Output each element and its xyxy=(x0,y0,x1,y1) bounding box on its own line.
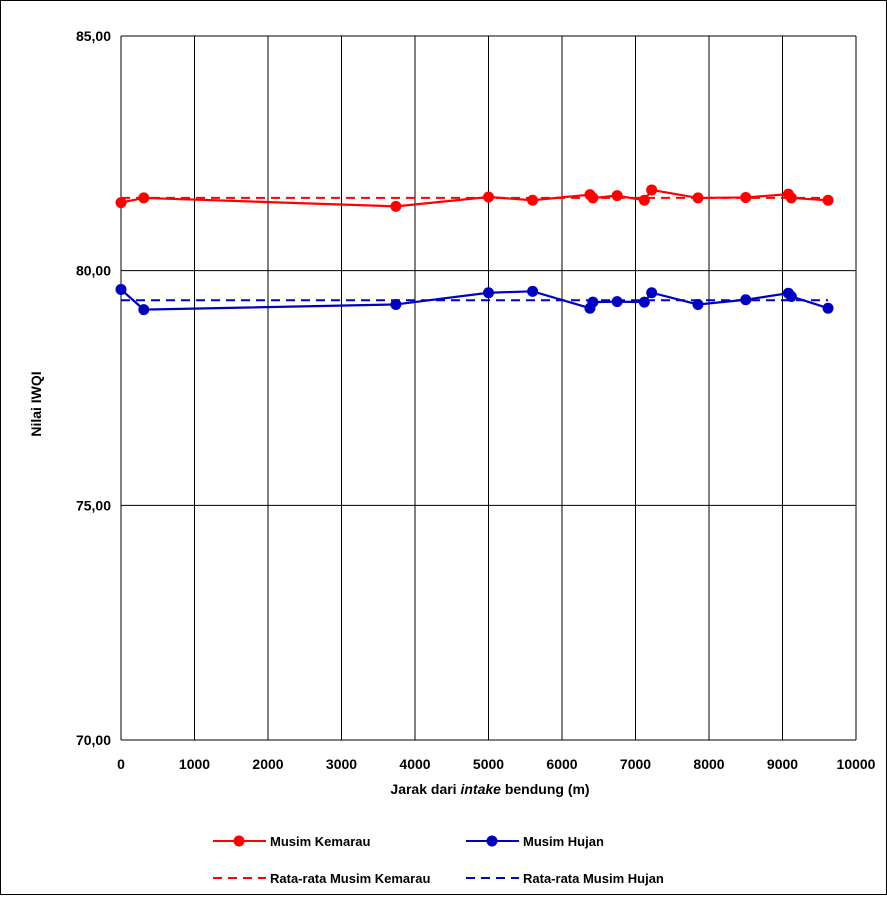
data-point xyxy=(611,296,623,308)
x-tick-label: 9000 xyxy=(767,756,798,772)
data-point xyxy=(740,191,752,203)
data-point xyxy=(611,190,623,202)
data-point xyxy=(646,287,658,299)
data-point xyxy=(822,194,834,206)
data-point xyxy=(527,194,539,206)
y-tick-label: 75,00 xyxy=(76,497,111,513)
x-axis-label-part: Jarak dari xyxy=(390,781,460,797)
x-tick-label: 3000 xyxy=(326,756,357,772)
grid-lines xyxy=(120,35,857,741)
data-point xyxy=(638,296,650,308)
y-tick-label: 80,00 xyxy=(76,263,111,279)
x-tick-label: 5000 xyxy=(473,756,504,772)
x-axis-ticks: 0 1000 2000 3000 4000 5000 6000 7000 8000 9000 100… xyxy=(117,756,876,772)
x-tick-label: 1000 xyxy=(179,756,210,772)
x-tick-label: 4000 xyxy=(399,756,430,772)
data-point xyxy=(692,298,704,310)
data-point xyxy=(390,298,402,310)
data-point xyxy=(390,200,402,212)
legend-label: Musim Kemarau xyxy=(270,834,370,849)
data-point xyxy=(646,184,658,196)
y-tick-label: 70,00 xyxy=(76,732,111,748)
data-point xyxy=(527,285,539,297)
data-point xyxy=(483,287,494,299)
data-point xyxy=(138,304,150,316)
x-tick-label: 10000 xyxy=(837,756,876,772)
x-axis-label-part: intake xyxy=(460,781,501,797)
y-axis-ticks: 85,00 80,00 75,00 70,00 xyxy=(76,28,111,748)
legend-label: Musim Hujan xyxy=(523,834,604,849)
data-point xyxy=(115,197,127,209)
x-axis-label-part: bendung (m) xyxy=(501,781,590,797)
legend-marker xyxy=(233,835,245,847)
x-tick-label: 2000 xyxy=(252,756,283,772)
x-tick-label: 8000 xyxy=(693,756,724,772)
data-point xyxy=(638,194,650,206)
data-point xyxy=(785,192,797,204)
legend: Musim Kemarau Musim Hujan Rata-rata Musim … xyxy=(213,834,664,886)
data-point xyxy=(785,290,797,302)
legend-marker xyxy=(486,835,498,847)
x-tick-label: 0 xyxy=(117,756,125,772)
legend-label: Rata-rata Musim Kemarau xyxy=(270,871,430,886)
data-point xyxy=(115,283,127,295)
y-axis-label: Nilai IWQI xyxy=(28,371,44,436)
legend-label: Rata-rata Musim Hujan xyxy=(523,871,664,886)
x-axis-label: Jarak dari intake bendung (m) xyxy=(390,781,589,797)
x-tick-label: 7000 xyxy=(620,756,651,772)
data-point xyxy=(587,296,599,308)
data-point xyxy=(822,302,834,314)
series-group xyxy=(115,184,834,316)
y-tick-label: 85,00 xyxy=(76,28,111,44)
data-point xyxy=(740,294,752,306)
x-tick-label: 6000 xyxy=(546,756,577,772)
